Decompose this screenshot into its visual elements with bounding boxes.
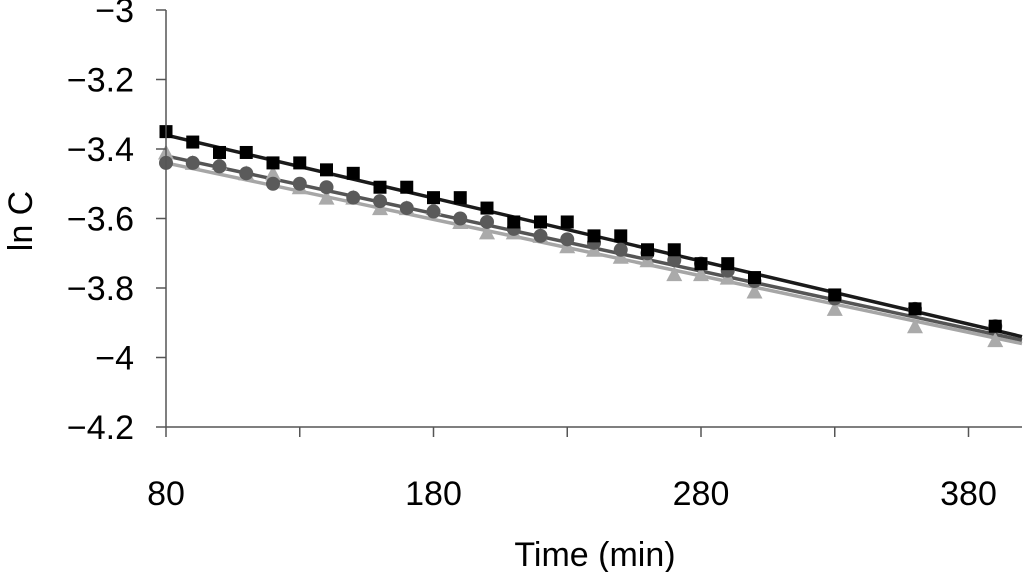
circle-marker	[212, 159, 227, 174]
triangle-marker	[987, 332, 1004, 348]
axes	[165, 10, 1022, 428]
circle-marker	[533, 228, 548, 243]
circle-marker	[453, 211, 468, 226]
square-marker	[266, 156, 280, 170]
circle-marker	[613, 242, 628, 257]
square-marker	[373, 180, 387, 194]
circle-marker	[292, 176, 307, 191]
square-marker	[320, 163, 333, 177]
square-marker	[748, 271, 761, 285]
x-axis-title: Time (min)	[514, 536, 675, 572]
circle-marker	[319, 180, 334, 195]
square-marker	[641, 243, 654, 257]
circle-marker	[667, 253, 682, 268]
square-marker	[293, 156, 307, 170]
y-tick-label: −3.8	[67, 270, 134, 308]
data-markers	[158, 125, 1004, 348]
square-marker	[507, 215, 521, 229]
square-marker	[721, 257, 735, 271]
triangle-marker	[479, 224, 495, 240]
y-tick-label: −3.6	[67, 201, 134, 239]
square-marker	[614, 229, 628, 243]
y-tick-label: −3.2	[67, 62, 134, 100]
triangle-marker	[746, 283, 763, 299]
x-tick-label: 80	[147, 475, 185, 513]
square-marker	[908, 302, 922, 316]
triangle-marker	[265, 165, 281, 181]
circle-marker	[346, 190, 361, 205]
square-marker	[186, 135, 200, 149]
x-tick-label: 380	[940, 475, 997, 513]
square-marker	[346, 166, 360, 180]
circle-marker	[373, 194, 387, 209]
x-tick-label: 180	[405, 475, 462, 513]
circle-marker	[426, 204, 441, 219]
circle-marker	[560, 232, 575, 247]
x-tick-label: 280	[673, 475, 730, 513]
y-tick-label: −3	[95, 0, 134, 30]
triangle-marker	[826, 300, 843, 316]
square-marker	[587, 229, 601, 243]
square-marker	[560, 215, 574, 229]
y-tick-label: −3.4	[67, 131, 134, 169]
y-tick-label: −4.2	[67, 409, 134, 447]
y-axis-title: ln C	[2, 191, 40, 251]
triangle-marker	[666, 266, 683, 282]
square-marker	[667, 243, 681, 257]
square-marker	[400, 180, 414, 194]
y-tick-label: −4	[95, 340, 134, 378]
ticks: −3 −3.2 −3.4 −3.6 −3.8 −4 −4.2 80 180 280 380	[67, 0, 997, 513]
square-marker	[988, 319, 1002, 333]
square-marker	[694, 257, 708, 271]
square-marker	[828, 288, 842, 302]
triangle-marker	[318, 189, 335, 205]
triangle-marker	[693, 266, 709, 282]
square-marker	[427, 191, 440, 205]
circle-marker	[399, 201, 414, 216]
triangle-marker	[907, 318, 923, 334]
circle-marker	[185, 155, 200, 170]
square-marker	[534, 215, 547, 229]
circle-marker	[480, 214, 494, 229]
square-marker	[480, 201, 494, 215]
square-marker	[453, 191, 467, 205]
square-marker	[239, 145, 253, 159]
square-marker	[213, 145, 226, 159]
circle-marker	[266, 176, 280, 191]
circle-marker	[239, 166, 254, 181]
